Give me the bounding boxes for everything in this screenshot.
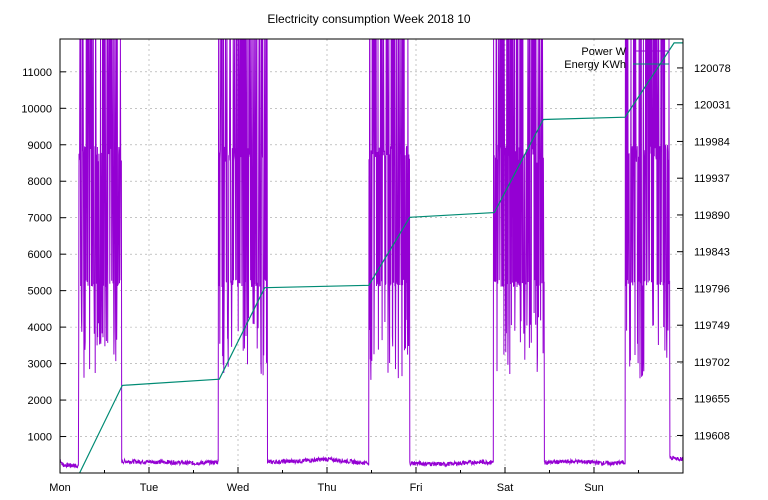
y2-tick-label: 120078 [694,63,731,75]
y2-tick-label: 119749 [694,320,730,332]
energy-line [79,42,683,474]
y-tick-label: 6000 [28,249,52,261]
x-tick-label: Fri [410,482,423,494]
x-tick-label: Sat [497,482,514,494]
legend-label-energy: Energy KWh [564,59,626,71]
power-line [59,38,684,469]
legend: Power W Energy KWh [564,46,669,71]
y-tick-label: 2000 [28,395,52,407]
y2-tick-label: 119608 [694,430,730,442]
y2-tick-label: 119655 [694,394,730,406]
x-tick-label: Wed [227,482,249,494]
y2-tick-label: 119843 [694,247,730,259]
legend-label-power: Power W [581,46,626,58]
y-tick-label: 8000 [28,176,52,188]
y-tick-label: 9000 [28,140,52,152]
y2-tick-label: 119702 [694,357,730,369]
x-tick-label: Mon [49,482,70,494]
energy-series [79,42,683,474]
axes: 1000 2000 3000 4000 5000 6000 7000 8000 9000 1000… [21,63,730,494]
y-tick-label: 10000 [21,103,52,115]
x-tick-label: Sun [584,482,604,494]
y-tick-label: 1000 [28,432,52,444]
y2-tick-label: 119890 [694,210,730,222]
y2-tick-label: 119937 [694,173,730,185]
y-tick-label: 11000 [22,67,52,79]
y2-tick-label: 119796 [694,283,730,295]
y2-tick-label: 120031 [694,100,731,112]
x-tick-label: Thu [318,482,337,494]
y2-tick-label: 119984 [694,136,730,148]
y-tick-label: 7000 [28,213,52,225]
y-tick-label: 5000 [28,286,52,298]
y-tick-label: 4000 [28,322,52,334]
chart-title: Electricity consumption Week 2018 10 [267,12,471,26]
y-tick-label: 3000 [28,359,52,371]
x-tick-label: Tue [140,482,159,494]
power-series [59,38,684,469]
